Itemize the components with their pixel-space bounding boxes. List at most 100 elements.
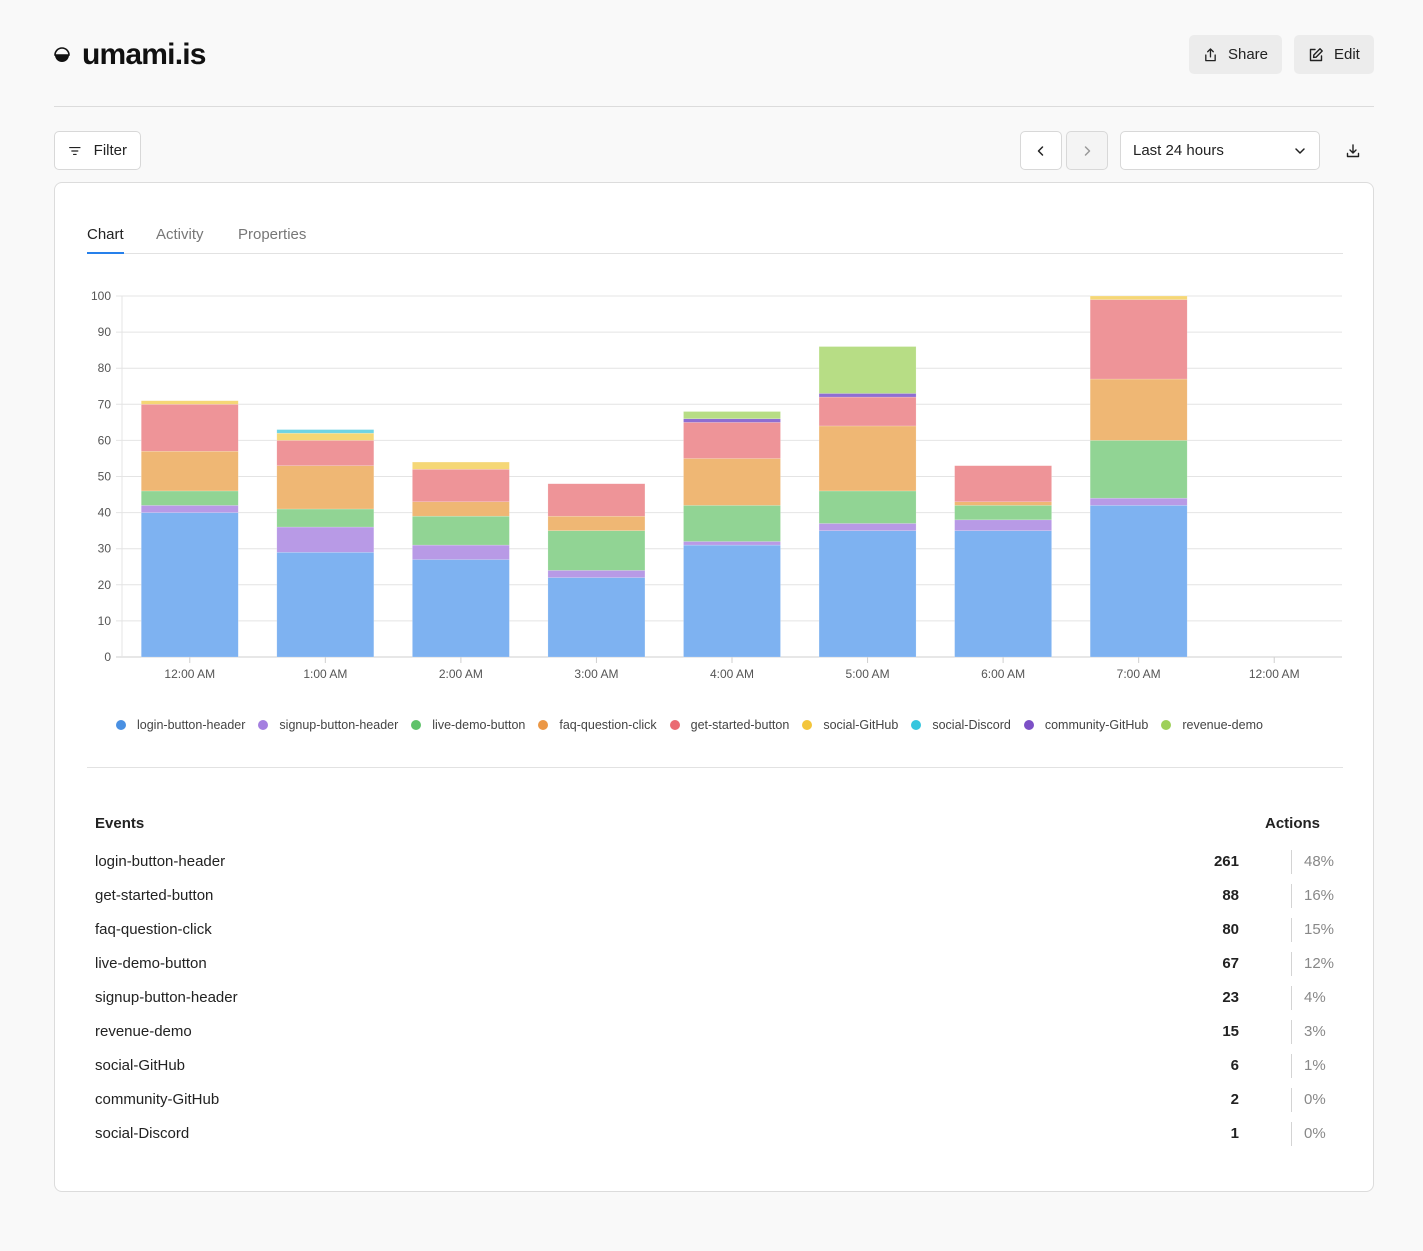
- legend-item[interactable]: get-started-button: [669, 718, 789, 732]
- bar-segment-login-button-header[interactable]: [141, 512, 239, 658]
- date-range-select[interactable]: Last 24 hours: [1120, 131, 1320, 170]
- umami-logo-icon: [54, 47, 70, 62]
- tab-properties[interactable]: Properties: [238, 226, 307, 243]
- bar-segment-login-button-header[interactable]: [547, 577, 646, 658]
- legend-item[interactable]: social-GitHub: [802, 718, 898, 732]
- bar-segment-signup-button-header[interactable]: [412, 544, 510, 560]
- bar-segment-signup-button-header[interactable]: [1089, 497, 1188, 506]
- bar-segment-get-started-button[interactable]: [547, 483, 646, 517]
- cell-divider: [1291, 1020, 1292, 1044]
- tab-bar: Chart Activity Properties: [87, 223, 1343, 254]
- x-tick-label: 12:00 AM: [164, 667, 215, 681]
- bar-segment-faq-question-click[interactable]: [954, 501, 1052, 506]
- bar-segment-faq-question-click[interactable]: [1089, 378, 1188, 441]
- bar-segment-signup-button-header[interactable]: [141, 505, 239, 513]
- y-tick-label: 40: [98, 506, 112, 520]
- table-row[interactable]: live-demo-button 67 12%: [95, 952, 1335, 989]
- legend-item[interactable]: social-Discord: [911, 718, 1011, 732]
- chart-legend: login-button-header signup-button-header l…: [116, 718, 1276, 732]
- bar-segment-faq-question-click[interactable]: [141, 450, 239, 492]
- download-button[interactable]: [1336, 134, 1370, 168]
- bar-segment-live-demo-button[interactable]: [276, 508, 375, 528]
- cell-divider: [1291, 850, 1292, 874]
- legend-item[interactable]: community-GitHub: [1023, 718, 1148, 732]
- bar-segment-community-GitHub[interactable]: [683, 418, 781, 423]
- edit-button[interactable]: Edit: [1294, 35, 1374, 74]
- y-tick-label: 20: [98, 578, 112, 592]
- legend-label: login-button-header: [137, 718, 246, 732]
- event-name: get-started-button: [95, 887, 214, 904]
- legend-item[interactable]: live-demo-button: [411, 718, 525, 732]
- y-tick-label: 10: [98, 614, 112, 628]
- y-tick-label: 0: [104, 650, 111, 664]
- bar-segment-faq-question-click[interactable]: [412, 501, 510, 517]
- bar-segment-get-started-button[interactable]: [683, 422, 781, 459]
- bar-segment-faq-question-click[interactable]: [818, 425, 917, 492]
- bar-segment-live-demo-button[interactable]: [412, 515, 510, 546]
- bar-segment-revenue-demo[interactable]: [818, 346, 917, 394]
- bar-segment-live-demo-button[interactable]: [683, 505, 781, 542]
- bar-segment-social-GitHub[interactable]: [1089, 295, 1188, 300]
- bar-segment-signup-button-header[interactable]: [954, 519, 1052, 531]
- bar-segment-live-demo-button[interactable]: [547, 530, 646, 571]
- date-range-value: Last 24 hours: [1133, 142, 1224, 159]
- bar-segment-get-started-button[interactable]: [954, 465, 1052, 503]
- bar-segment-live-demo-button[interactable]: [818, 490, 917, 524]
- bar-segment-get-started-button[interactable]: [818, 396, 917, 427]
- legend-item[interactable]: signup-button-header: [258, 718, 398, 732]
- tab-chart[interactable]: Chart: [87, 226, 124, 254]
- bar-segment-signup-button-header[interactable]: [547, 570, 646, 578]
- bar-segment-social-GitHub[interactable]: [141, 400, 239, 405]
- bar-segment-login-button-header[interactable]: [1089, 505, 1188, 658]
- bar-segment-signup-button-header[interactable]: [276, 526, 375, 553]
- table-row[interactable]: social-Discord 1 0%: [95, 1122, 1335, 1159]
- bar-segment-login-button-header[interactable]: [276, 552, 375, 658]
- filter-button[interactable]: Filter: [54, 131, 141, 170]
- bar-segment-get-started-button[interactable]: [276, 440, 375, 466]
- bar-segment-faq-question-click[interactable]: [683, 458, 781, 506]
- bar-segment-login-button-header[interactable]: [412, 559, 510, 658]
- bar-segment-revenue-demo[interactable]: [683, 411, 781, 419]
- event-name: login-button-header: [95, 853, 226, 870]
- previous-period-button[interactable]: [1020, 131, 1062, 170]
- bar-segment-social-GitHub[interactable]: [412, 461, 510, 470]
- table-row[interactable]: login-button-header 261 48%: [95, 850, 1335, 887]
- legend-dot: [411, 720, 422, 730]
- table-row[interactable]: revenue-demo 15 3%: [95, 1020, 1335, 1057]
- table-row[interactable]: faq-question-click 80 15%: [95, 918, 1335, 955]
- bar-segment-login-button-header[interactable]: [954, 530, 1052, 658]
- next-period-button[interactable]: [1066, 131, 1108, 170]
- bar-segment-login-button-header[interactable]: [683, 544, 781, 658]
- bar-segment-login-button-header[interactable]: [818, 530, 917, 658]
- table-row[interactable]: signup-button-header 23 4%: [95, 986, 1335, 1023]
- bar-segment-get-started-button[interactable]: [412, 469, 510, 503]
- bar-segment-get-started-button[interactable]: [141, 404, 239, 452]
- actions-column-header: Actions: [1265, 815, 1321, 832]
- bar-segment-live-demo-button[interactable]: [1089, 440, 1188, 499]
- legend-item[interactable]: faq-question-click: [538, 718, 657, 732]
- event-percent: 4%: [1304, 989, 1326, 1006]
- share-button[interactable]: Share: [1189, 35, 1282, 74]
- bar-segment-social-GitHub[interactable]: [276, 432, 375, 441]
- bar-segment-signup-button-header[interactable]: [683, 541, 781, 546]
- legend-item[interactable]: revenue-demo: [1161, 718, 1263, 732]
- bar-segment-live-demo-button[interactable]: [954, 505, 1052, 521]
- table-row[interactable]: social-GitHub 6 1%: [95, 1054, 1335, 1091]
- bar-segment-faq-question-click[interactable]: [547, 515, 646, 531]
- bar-segment-social-Discord[interactable]: [276, 429, 375, 434]
- table-row[interactable]: community-GitHub 2 0%: [95, 1088, 1335, 1125]
- bar-segment-signup-button-header[interactable]: [818, 523, 917, 531]
- legend-item[interactable]: login-button-header: [116, 718, 245, 732]
- bar-segment-faq-question-click[interactable]: [276, 465, 375, 510]
- legend-dot: [1023, 720, 1034, 730]
- cell-divider: [1291, 1122, 1292, 1146]
- x-tick-label: 1:00 AM: [303, 667, 347, 681]
- x-tick-label: 4:00 AM: [710, 667, 754, 681]
- bar-segment-community-GitHub[interactable]: [818, 393, 917, 398]
- bar-segment-get-started-button[interactable]: [1089, 299, 1188, 380]
- table-row[interactable]: get-started-button 88 16%: [95, 884, 1335, 921]
- bar-segment-live-demo-button[interactable]: [141, 490, 239, 506]
- tab-activity[interactable]: Activity: [156, 226, 204, 243]
- chevron-right-icon: [1084, 145, 1091, 156]
- legend-dot: [669, 720, 680, 730]
